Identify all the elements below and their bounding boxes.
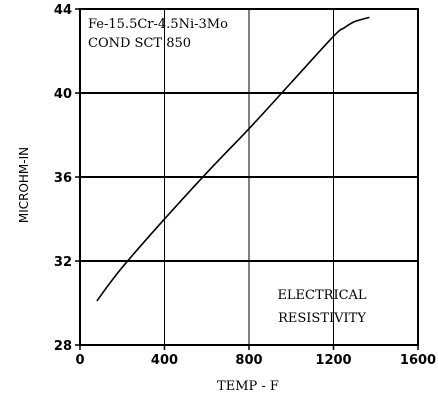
y-tick-label-2: 36 xyxy=(54,171,72,186)
y-tick-label-0: 28 xyxy=(54,339,72,354)
series-line-0 xyxy=(96,16,370,302)
property-annotation-line1: ELECTRICAL xyxy=(277,288,366,303)
grid xyxy=(80,9,418,345)
condition-annotation: COND SCT 850 xyxy=(88,36,191,51)
x-tick-label-0: 0 xyxy=(75,353,84,368)
y-axis-label: MICROHM-IN xyxy=(17,147,31,223)
x-tick-label-2: 800 xyxy=(235,353,262,368)
plot-frame xyxy=(75,8,419,350)
y-tick-label-1: 32 xyxy=(54,255,72,270)
series-layer xyxy=(96,16,370,302)
material-annotation: Fe-15.5Cr-4.5Ni-3Mo xyxy=(88,17,228,32)
x-tick-label-4: 1600 xyxy=(400,353,436,368)
property-annotation-line2: RESISTIVITY xyxy=(278,311,366,326)
x-tick-label-1: 400 xyxy=(151,353,178,368)
x-axis-label: TEMP - F xyxy=(217,379,279,394)
x-tick-label-3: 1200 xyxy=(315,353,351,368)
y-tick-label-3: 40 xyxy=(54,87,72,102)
tick-labels: 0 400 800 1200 1600 28 32 36 40 44 xyxy=(54,3,436,368)
y-tick-label-4: 44 xyxy=(54,3,72,18)
